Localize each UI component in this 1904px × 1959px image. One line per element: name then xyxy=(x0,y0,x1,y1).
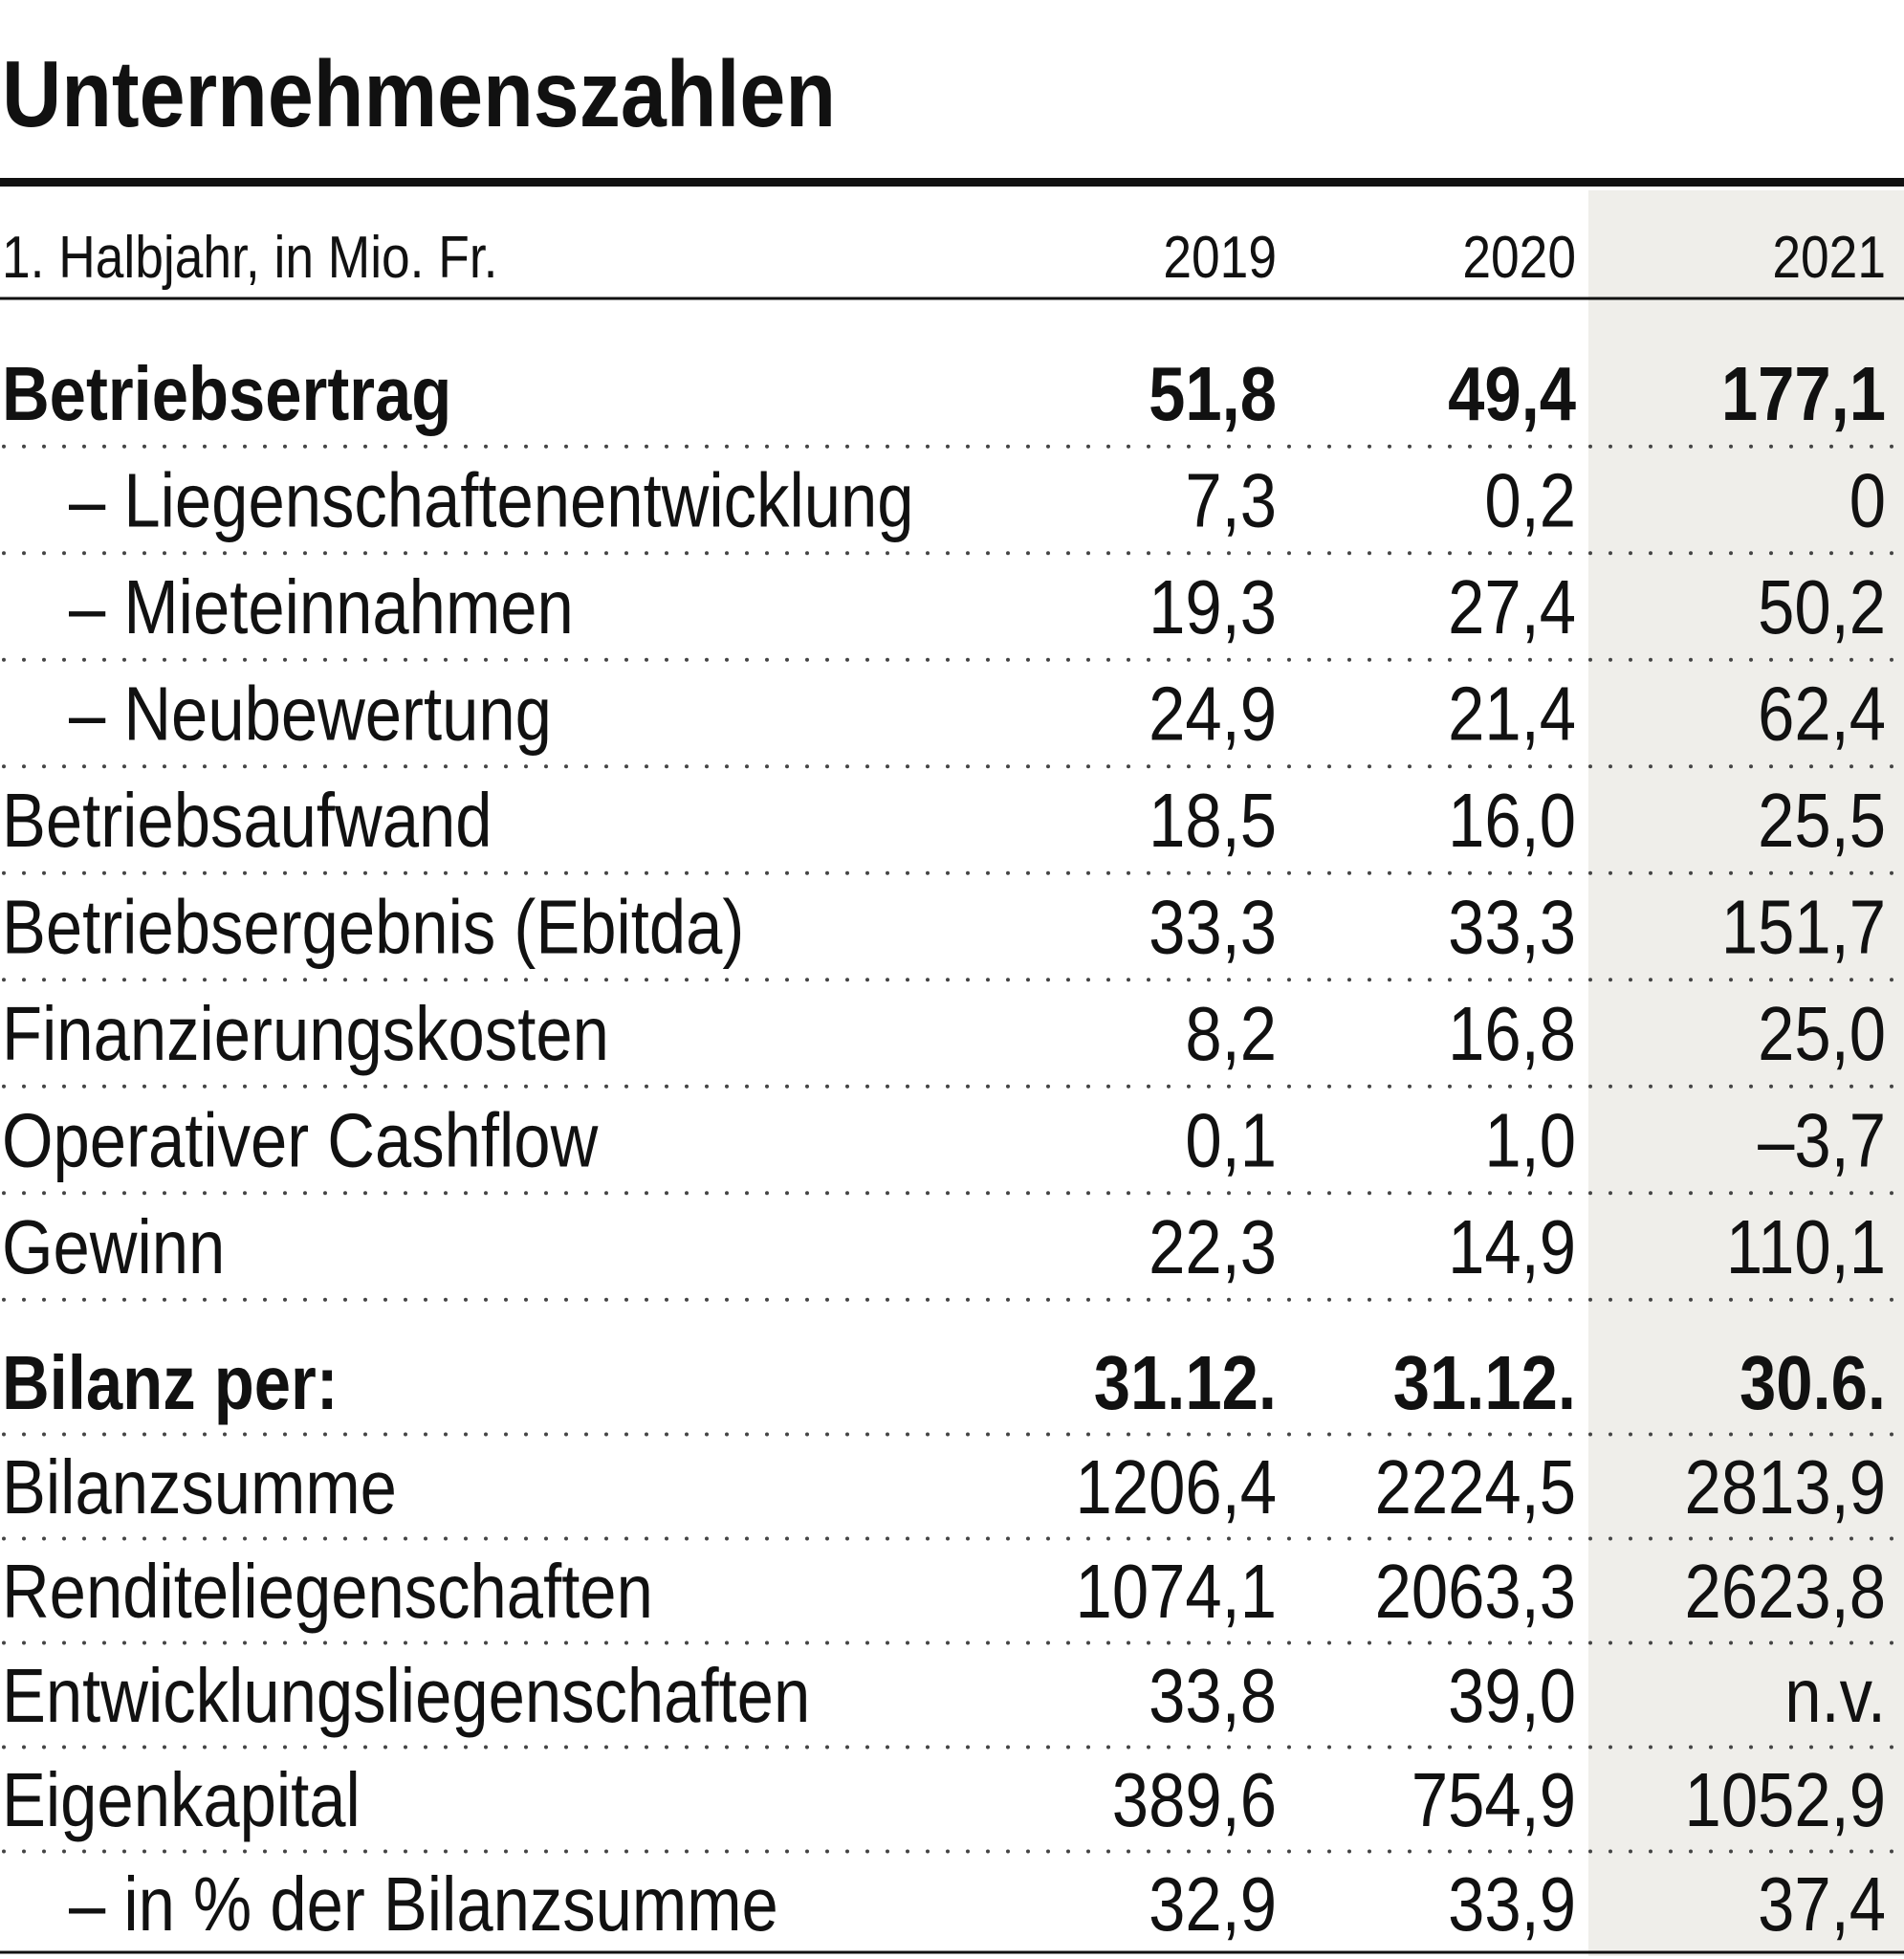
cell-value: 0 xyxy=(1849,457,1886,543)
cell-value: 32,9 xyxy=(1149,1860,1277,1947)
cell-value: 1052,9 xyxy=(1685,1756,1886,1842)
row-label: Betriebsaufwand xyxy=(2,777,492,863)
cell-value: 8,2 xyxy=(1185,990,1277,1076)
cell-value: 27,4 xyxy=(1448,563,1576,649)
cell-value: 39,0 xyxy=(1448,1652,1576,1738)
row-label: – in % der Bilanzsumme xyxy=(69,1860,778,1947)
row-label: Bilanzsumme xyxy=(2,1443,397,1530)
row-label: Operativer Cashflow xyxy=(2,1097,599,1183)
cell-value: 2813,9 xyxy=(1685,1443,1886,1530)
cell-value: 25,0 xyxy=(1758,990,1886,1076)
cell-value: 2224,5 xyxy=(1375,1443,1576,1530)
column-header: 2021 xyxy=(1772,225,1886,291)
cell-value: 1,0 xyxy=(1484,1097,1576,1183)
row-label: Bilanz per: xyxy=(2,1339,339,1425)
cell-value: 33,8 xyxy=(1149,1652,1277,1738)
cell-value: 7,3 xyxy=(1185,457,1277,543)
cell-value: 21,4 xyxy=(1448,671,1576,757)
cell-value: 62,4 xyxy=(1758,671,1886,757)
row-label: Renditeliegenschaften xyxy=(2,1548,653,1634)
cell-value: 37,4 xyxy=(1758,1860,1886,1947)
cell-value: 33,9 xyxy=(1448,1860,1576,1947)
cell-value: 31.12. xyxy=(1393,1339,1576,1425)
cell-value: 177,1 xyxy=(1721,350,1886,436)
cell-value: 754,9 xyxy=(1412,1756,1576,1842)
cell-value: 1074,1 xyxy=(1076,1548,1277,1634)
cell-value: 25,5 xyxy=(1758,777,1886,863)
row-label: Finanzierungskosten xyxy=(2,990,609,1076)
cell-value: 110,1 xyxy=(1726,1203,1886,1289)
cell-value: 16,8 xyxy=(1448,990,1576,1076)
cell-value: 49,4 xyxy=(1448,350,1576,436)
row-label: Eigenkapital xyxy=(2,1756,361,1842)
highlight-column xyxy=(1588,190,1904,1956)
row-label: – Mieteinnahmen xyxy=(69,563,574,649)
cell-value: 31.12. xyxy=(1094,1339,1277,1425)
column-header: 2019 xyxy=(1163,225,1277,291)
cell-value: 389,6 xyxy=(1112,1756,1277,1842)
row-label: Gewinn xyxy=(2,1203,225,1289)
cell-value: 18,5 xyxy=(1149,777,1277,863)
cell-value: 33,3 xyxy=(1149,884,1277,970)
cell-value: 14,9 xyxy=(1448,1203,1576,1289)
cell-value: 19,3 xyxy=(1149,563,1277,649)
row-label: Entwicklungsliegenschaften xyxy=(2,1652,810,1738)
cell-value: 1206,4 xyxy=(1076,1443,1277,1530)
cell-value: 2063,3 xyxy=(1375,1548,1576,1634)
cell-value: n.v. xyxy=(1784,1652,1886,1738)
cell-value: 151,7 xyxy=(1721,884,1886,970)
top-rule xyxy=(0,178,1904,187)
cell-value: 2623,8 xyxy=(1685,1548,1886,1634)
cell-value: 0,2 xyxy=(1484,457,1576,543)
cell-value: 51,8 xyxy=(1149,350,1277,436)
cell-value: 16,0 xyxy=(1448,777,1576,863)
cell-value: 30.6. xyxy=(1740,1339,1886,1425)
cell-value: 33,3 xyxy=(1448,884,1576,970)
row-label: – Liegenschaftenentwicklung xyxy=(69,457,914,543)
cell-value: 50,2 xyxy=(1758,563,1886,649)
cell-value: 24,9 xyxy=(1149,671,1277,757)
title: Unternehmenszahlen xyxy=(2,41,836,146)
row-label: – Neubewertung xyxy=(69,671,552,757)
row-label: Betriebsergebnis (Ebitda) xyxy=(2,884,744,970)
cell-value: –3,7 xyxy=(1758,1097,1886,1183)
cell-value: 22,3 xyxy=(1149,1203,1277,1289)
cell-value: 0,1 xyxy=(1185,1097,1277,1183)
header-label: 1. Halbjahr, in Mio. Fr. xyxy=(2,225,498,291)
column-header: 2020 xyxy=(1462,225,1576,291)
row-label: Betriebsertrag xyxy=(2,350,451,436)
